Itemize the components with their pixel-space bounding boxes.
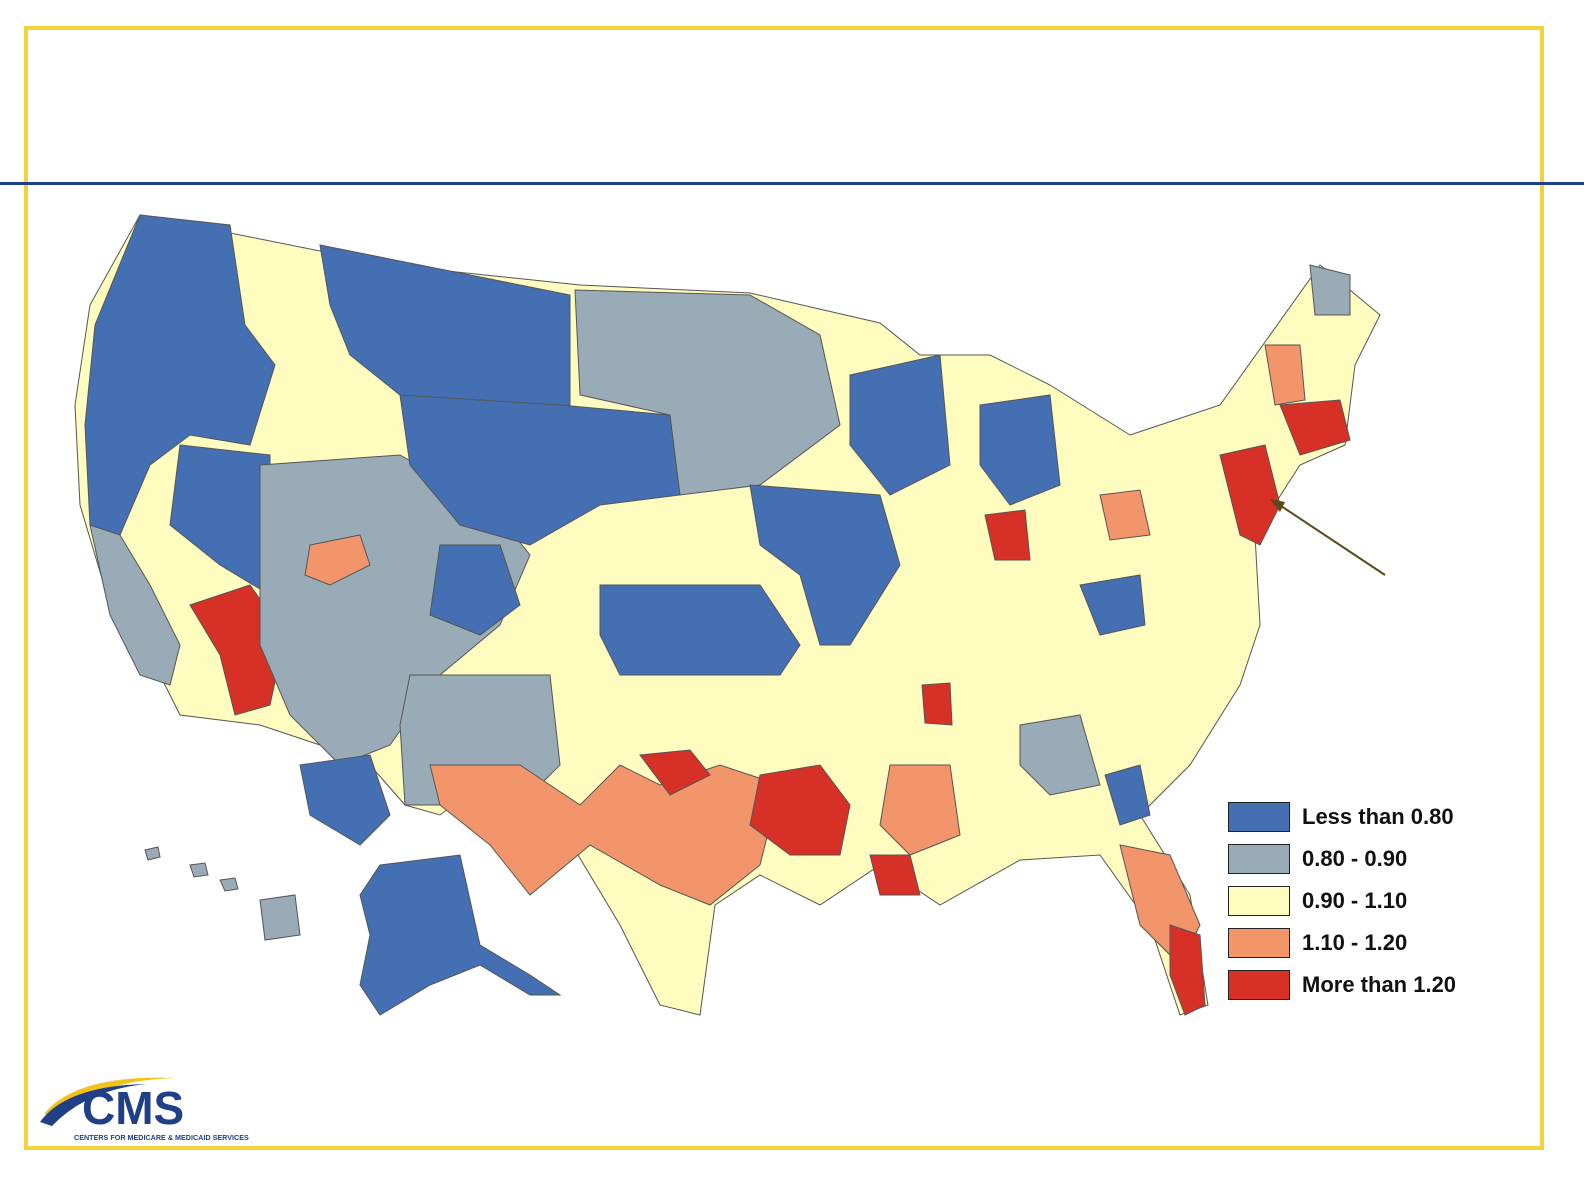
region-texas-orange — [429, 764, 781, 906]
logo-tagline: CENTERS FOR MEDICARE & MEDICAID SERVICES — [74, 1133, 249, 1142]
region-dakotas-gray — [574, 289, 841, 496]
region-northeast-red — [1219, 444, 1281, 546]
region-utah-orange — [304, 534, 371, 586]
region-arkansas-red — [749, 764, 851, 856]
region-wv-blue — [1079, 574, 1146, 636]
legend-swatch — [1228, 886, 1290, 916]
legend-label: 0.80 - 0.90 — [1302, 846, 1408, 871]
legend-swatch — [1228, 802, 1290, 832]
logo-wordmark: CMS — [82, 1082, 184, 1134]
slide-frame — [24, 26, 1544, 1150]
logo-swoosh-navy — [40, 1084, 146, 1126]
legend-item: More than 1.20 — [1228, 964, 1518, 1006]
legend-item: Less than 0.80 — [1228, 796, 1518, 838]
region-sc-blue — [1104, 764, 1151, 826]
us-map — [74, 214, 1381, 1016]
legend-item: 0.80 - 0.90 — [1228, 838, 1518, 880]
legend-item: 0.90 - 1.10 — [1228, 880, 1518, 922]
region-nevada — [169, 444, 271, 596]
region-pacific-nw — [84, 214, 276, 536]
map-legend: Less than 0.80 0.80 - 0.90 0.90 - 1.10 1… — [1228, 796, 1518, 1006]
region-arizona-blue — [299, 754, 391, 846]
legend-label: Less than 0.80 — [1302, 804, 1454, 829]
cms-logo: CMS CENTERS FOR MEDICARE & MEDICAID SERV… — [40, 1077, 249, 1142]
legend-item: 1.10 - 1.20 — [1228, 922, 1518, 964]
region-michigan-blue — [979, 394, 1061, 506]
region-florida-red — [1169, 924, 1206, 1016]
region-kansas — [599, 584, 801, 676]
region-tennessee-red — [921, 682, 953, 726]
region-georgia-gray — [1019, 714, 1101, 796]
legend-swatch — [1228, 970, 1290, 1000]
legend-swatch — [1228, 928, 1290, 958]
hawaii — [144, 846, 301, 941]
region-chicago-red — [984, 509, 1031, 561]
region-wisconsin-blue — [849, 354, 951, 496]
legend-label: 0.90 - 1.10 — [1302, 888, 1408, 913]
title-divider — [0, 182, 1584, 185]
legend-label: 1.10 - 1.20 — [1302, 930, 1408, 955]
region-ca-coast — [89, 524, 181, 686]
legend-swatch — [1228, 844, 1290, 874]
alaska — [359, 854, 562, 1016]
region-louisiana-red — [869, 854, 921, 896]
continental-us — [74, 214, 1381, 1016]
region-new-england-red — [1279, 399, 1351, 456]
region-wyoming — [399, 394, 681, 546]
region-new-england-orange — [1264, 344, 1306, 406]
region-miss-orange — [879, 764, 961, 856]
region-colorado-blue — [429, 544, 521, 636]
region-maine-gray — [1309, 264, 1351, 316]
region-penn-orange — [1099, 489, 1151, 541]
legend-label: More than 1.20 — [1302, 972, 1457, 997]
region-iowa-missouri-blue — [749, 484, 901, 646]
region-texas-red — [639, 749, 711, 796]
